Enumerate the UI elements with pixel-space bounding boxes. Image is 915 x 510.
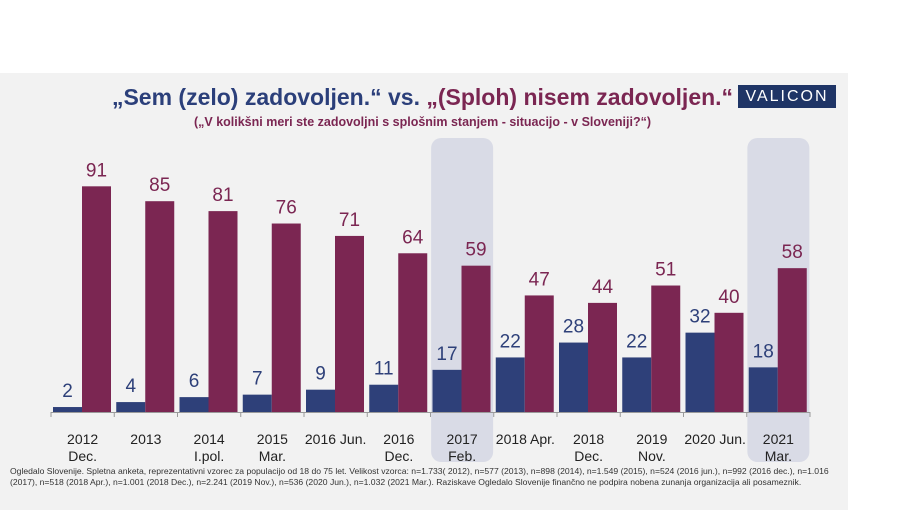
- satisfied-value-label-8: 28: [563, 317, 584, 338]
- dissatisfied-bar-0: [82, 186, 111, 412]
- satisfied-value-label-11: 18: [753, 341, 774, 362]
- category-sublabel-11: Mar.: [765, 448, 792, 464]
- satisfied-bar-4: [306, 389, 335, 412]
- satisfied-bar-1: [116, 402, 146, 412]
- title-part-dissatisfied: „(Sploh) nisem zadovoljen.“: [426, 84, 734, 110]
- dissatisfied-bar-5: [398, 253, 428, 412]
- chart-subtitle: („V kolikšni meri ste zadovoljni s sploš…: [193, 115, 652, 129]
- dissatisfied-value-label-10: 40: [718, 287, 739, 308]
- dissatisfied-bar-8: [588, 302, 617, 412]
- satisfied-bar-11: [748, 367, 778, 412]
- dissatisfied-bar-2: [208, 211, 238, 412]
- satisfied-value-label-9: 22: [626, 331, 647, 352]
- category-sublabel-9: Nov.: [638, 448, 666, 464]
- category-sublabel-2: I.pol.: [194, 448, 224, 464]
- satisfied-value-label-0: 2: [62, 381, 73, 402]
- satisfied-bar-0: [53, 407, 82, 412]
- dissatisfied-value-label-8: 44: [592, 277, 614, 298]
- dissatisfied-value-label-7: 47: [529, 269, 550, 290]
- satisfied-value-label-6: 17: [436, 344, 457, 365]
- category-sublabel-3: Mar.: [259, 448, 286, 464]
- category-sublabel-6: Feb.: [448, 448, 476, 464]
- dissatisfied-bar-1: [145, 201, 175, 412]
- category-sublabel-8: Dec.: [574, 448, 603, 464]
- satisfied-bar-9: [622, 357, 652, 412]
- valicon-logo: VALICON: [738, 85, 836, 108]
- dissatisfied-value-label-2: 81: [212, 185, 233, 206]
- satisfied-value-label-7: 22: [500, 331, 521, 352]
- category-label-5: 2016: [383, 431, 414, 447]
- satisfied-bar-3: [242, 394, 272, 412]
- category-label-10: 2020 Jun.: [684, 431, 746, 447]
- footer-note: Ogledalo Slovenije. Spletna anketa, repr…: [10, 466, 829, 487]
- category-label-9: 2019: [636, 431, 667, 447]
- satisfied-bar-6: [432, 369, 462, 412]
- dissatisfied-value-label-11: 58: [782, 242, 803, 263]
- dissatisfied-value-label-1: 85: [149, 175, 170, 196]
- dissatisfied-bar-10: [714, 312, 744, 412]
- dissatisfied-value-label-6: 59: [465, 240, 486, 261]
- category-label-3: 2015: [257, 431, 288, 447]
- satisfied-value-label-4: 9: [315, 364, 326, 385]
- title-part-satisfied: „Sem (zelo) zadovoljen.“: [111, 84, 382, 110]
- dissatisfied-bar-4: [335, 235, 364, 412]
- satisfied-value-label-10: 32: [689, 307, 710, 328]
- dissatisfied-bar-6: [461, 265, 491, 412]
- category-label-6: 2017: [447, 431, 478, 447]
- title-vs: vs.: [381, 84, 427, 110]
- dissatisfied-bar-9: [651, 285, 681, 412]
- dissatisfied-value-label-4: 71: [339, 210, 360, 231]
- category-sublabel-0: Dec.: [68, 448, 97, 464]
- satisfied-bar-7: [495, 357, 525, 412]
- satisfied-bar-10: [685, 332, 715, 412]
- category-label-8: 2018: [573, 431, 604, 447]
- satisfied-value-label-3: 7: [252, 369, 263, 390]
- dissatisfied-value-label-0: 91: [86, 160, 107, 181]
- category-label-7: 2018 Apr.: [496, 431, 555, 447]
- satisfied-value-label-2: 6: [189, 371, 200, 392]
- category-sublabel-5: Dec.: [384, 448, 413, 464]
- satisfied-bar-5: [369, 384, 399, 412]
- category-label-1: 2013: [130, 431, 161, 447]
- satisfied-bar-2: [179, 397, 209, 412]
- dissatisfied-bar-11: [777, 268, 807, 412]
- category-label-0: 2012: [67, 431, 98, 447]
- category-label-11: 2021: [763, 431, 794, 447]
- satisfied-value-label-5: 11: [374, 359, 394, 380]
- category-label-2: 2014: [194, 431, 225, 447]
- satisfied-value-label-1: 4: [125, 376, 136, 397]
- dissatisfied-value-label-5: 64: [402, 227, 424, 248]
- chart-title: „Sem (zelo) zadovoljen.“ vs. „(Sploh) ni…: [0, 84, 845, 111]
- dissatisfied-value-label-3: 76: [276, 198, 297, 219]
- satisfied-bar-8: [559, 342, 588, 412]
- category-label-4: 2016 Jun.: [305, 431, 367, 447]
- dissatisfied-value-label-9: 51: [655, 260, 676, 281]
- dissatisfied-bar-3: [271, 223, 301, 412]
- dissatisfied-bar-7: [524, 295, 554, 412]
